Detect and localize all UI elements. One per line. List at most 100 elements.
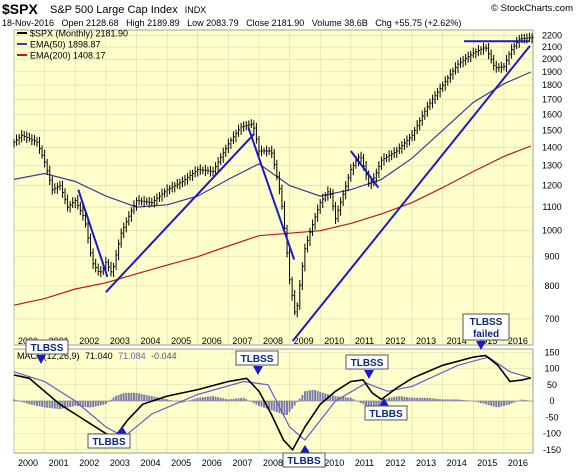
price-x-tick-label: 2005 (171, 336, 191, 346)
macd-histogram-bar (286, 401, 288, 415)
macd-histogram-bar (528, 400, 531, 402)
macd-histogram-bar (168, 399, 171, 401)
macd-histogram-bar (214, 396, 217, 401)
macd-histogram-bar (441, 399, 444, 401)
price-legend: $SPX (Monthly) 2181.90 EMA(50) 1898.87 E… (17, 29, 128, 61)
macd-histogram-bar (81, 401, 84, 407)
trendline (77, 189, 109, 278)
macd-legend-signal: 71.084 (118, 351, 146, 361)
price-x-tick-label: 2015 (477, 336, 497, 346)
macd-histogram-bar (43, 401, 46, 408)
macd-histogram-bar (222, 398, 225, 401)
macd-histogram-bar (462, 399, 465, 401)
callouts-group: TLBSS TLBBS TLBSS TLBBS TLBSS TLBBS (25, 313, 510, 468)
macd-line (13, 354, 532, 452)
price-x-tick-label: 2013 (416, 336, 436, 346)
price-y-tick-label: 1000 (542, 226, 562, 236)
macd-histogram-bar (132, 392, 135, 401)
callout-arrow-down (253, 366, 263, 375)
macd-x-ticks: 2000200120022003200420052006200720082009… (18, 458, 528, 468)
price-x-tick-label: 2006 (202, 336, 222, 346)
macd-histogram-bar (367, 401, 370, 408)
macd-histogram-bar (510, 401, 513, 404)
macd-histogram-bar (301, 394, 304, 401)
macd-histogram-bar (107, 401, 110, 402)
callout-text: TLBSS (351, 358, 384, 369)
macd-histogram-bar (485, 401, 488, 405)
callout-box (25, 339, 69, 355)
macd-histogram-bar (314, 389, 317, 401)
macd-histogram-bar (232, 398, 235, 401)
macd-histogram-bar (416, 397, 419, 401)
ema50-line (13, 71, 532, 208)
macd-x-tick-label: 2004 (140, 458, 160, 468)
trendline (350, 150, 380, 189)
price-y-tick-label: 900 (544, 252, 559, 262)
macd-legend-macd: 71.040 (85, 351, 113, 361)
macd-histogram-bar (181, 401, 184, 403)
macd-histogram-bar (339, 396, 342, 401)
macd-histogram-bar (283, 401, 286, 415)
legend-ema200-label: EMA(200) 1408.17 (30, 51, 106, 61)
header-symbol: $SPX (2, 1, 38, 17)
macd-legend: MACD(12,26,9) 71.040 71.084 -0.044 (17, 351, 177, 361)
macd-histogram-bar (229, 399, 232, 401)
callout-tlbbs-2009: TLBBS (282, 445, 326, 468)
macd-histogram-bar (92, 401, 95, 407)
macd-histogram-bar (439, 399, 442, 401)
macd-histogram-bar (454, 399, 457, 401)
callout-arrow-down (364, 370, 374, 379)
macd-histogram-bar (525, 400, 528, 401)
macd-histogram-bar (112, 397, 115, 401)
macd-histogram-bar (464, 400, 467, 401)
macd-x-tick-label: 2014 (447, 458, 467, 468)
trendline (247, 126, 296, 260)
macd-histogram-bar (33, 401, 36, 406)
callout-tlbbs-2003: TLBBS (87, 426, 131, 449)
macd-histogram-bar (469, 400, 472, 402)
macd-histogram-bar (237, 398, 240, 401)
callout-text: TLBSS (241, 354, 274, 365)
macd-histogram-bar (196, 397, 199, 401)
macd-histogram-bar (457, 399, 459, 401)
macd-histogram-bar (273, 401, 276, 412)
price-panel (13, 29, 534, 346)
price-y-tick-label: 1500 (542, 125, 562, 135)
price-y-tick-label: 700 (544, 314, 559, 324)
macd-histogram-bar (472, 401, 475, 402)
macd-histogram-bar (191, 399, 194, 401)
macd-histogram-bar (393, 396, 396, 401)
callout-tlbss-2000: TLBSS (25, 339, 69, 364)
macd-histogram-bar (102, 401, 105, 405)
callout-text: TLBBS (287, 456, 321, 467)
macd-histogram-bar (127, 392, 130, 401)
macd-histogram-bar (411, 397, 414, 401)
macd-histogram-bar (18, 401, 21, 402)
macd-histogram-bar (309, 390, 311, 401)
watermark: © StockCharts.com (491, 3, 573, 14)
callout-arrow-down (476, 341, 486, 350)
callout-text: TLBSS (31, 343, 64, 354)
macd-histogram-bar (41, 401, 44, 407)
macd-histogram-bar (349, 397, 352, 401)
macd-histogram-bar (518, 400, 521, 402)
price-y-tick-label: 1800 (542, 80, 562, 90)
callout-tlbss-failed-2015: TLBSS failed (462, 313, 510, 350)
macd-histogram-bar (270, 401, 273, 411)
callout-box (462, 313, 510, 341)
macd-histogram-bar (104, 401, 107, 405)
macd-histogram-bar (418, 397, 421, 401)
price-x-tick-label: 2011 (355, 336, 374, 346)
macd-histogram-bar (48, 401, 51, 409)
macd-histogram-bar (446, 399, 449, 401)
header-exchange: INDX (185, 5, 207, 15)
macd-histogram-bar (403, 396, 406, 401)
macd-histogram-bar (163, 398, 166, 401)
macd-histogram-bar (138, 393, 140, 401)
macd-histogram-bar (357, 401, 360, 402)
macd-histogram-bar (354, 400, 357, 401)
price-y-tick-label: 1300 (542, 161, 562, 171)
macd-y-tick-label: 50 (547, 380, 557, 390)
macd-legend-bg (15, 350, 230, 361)
